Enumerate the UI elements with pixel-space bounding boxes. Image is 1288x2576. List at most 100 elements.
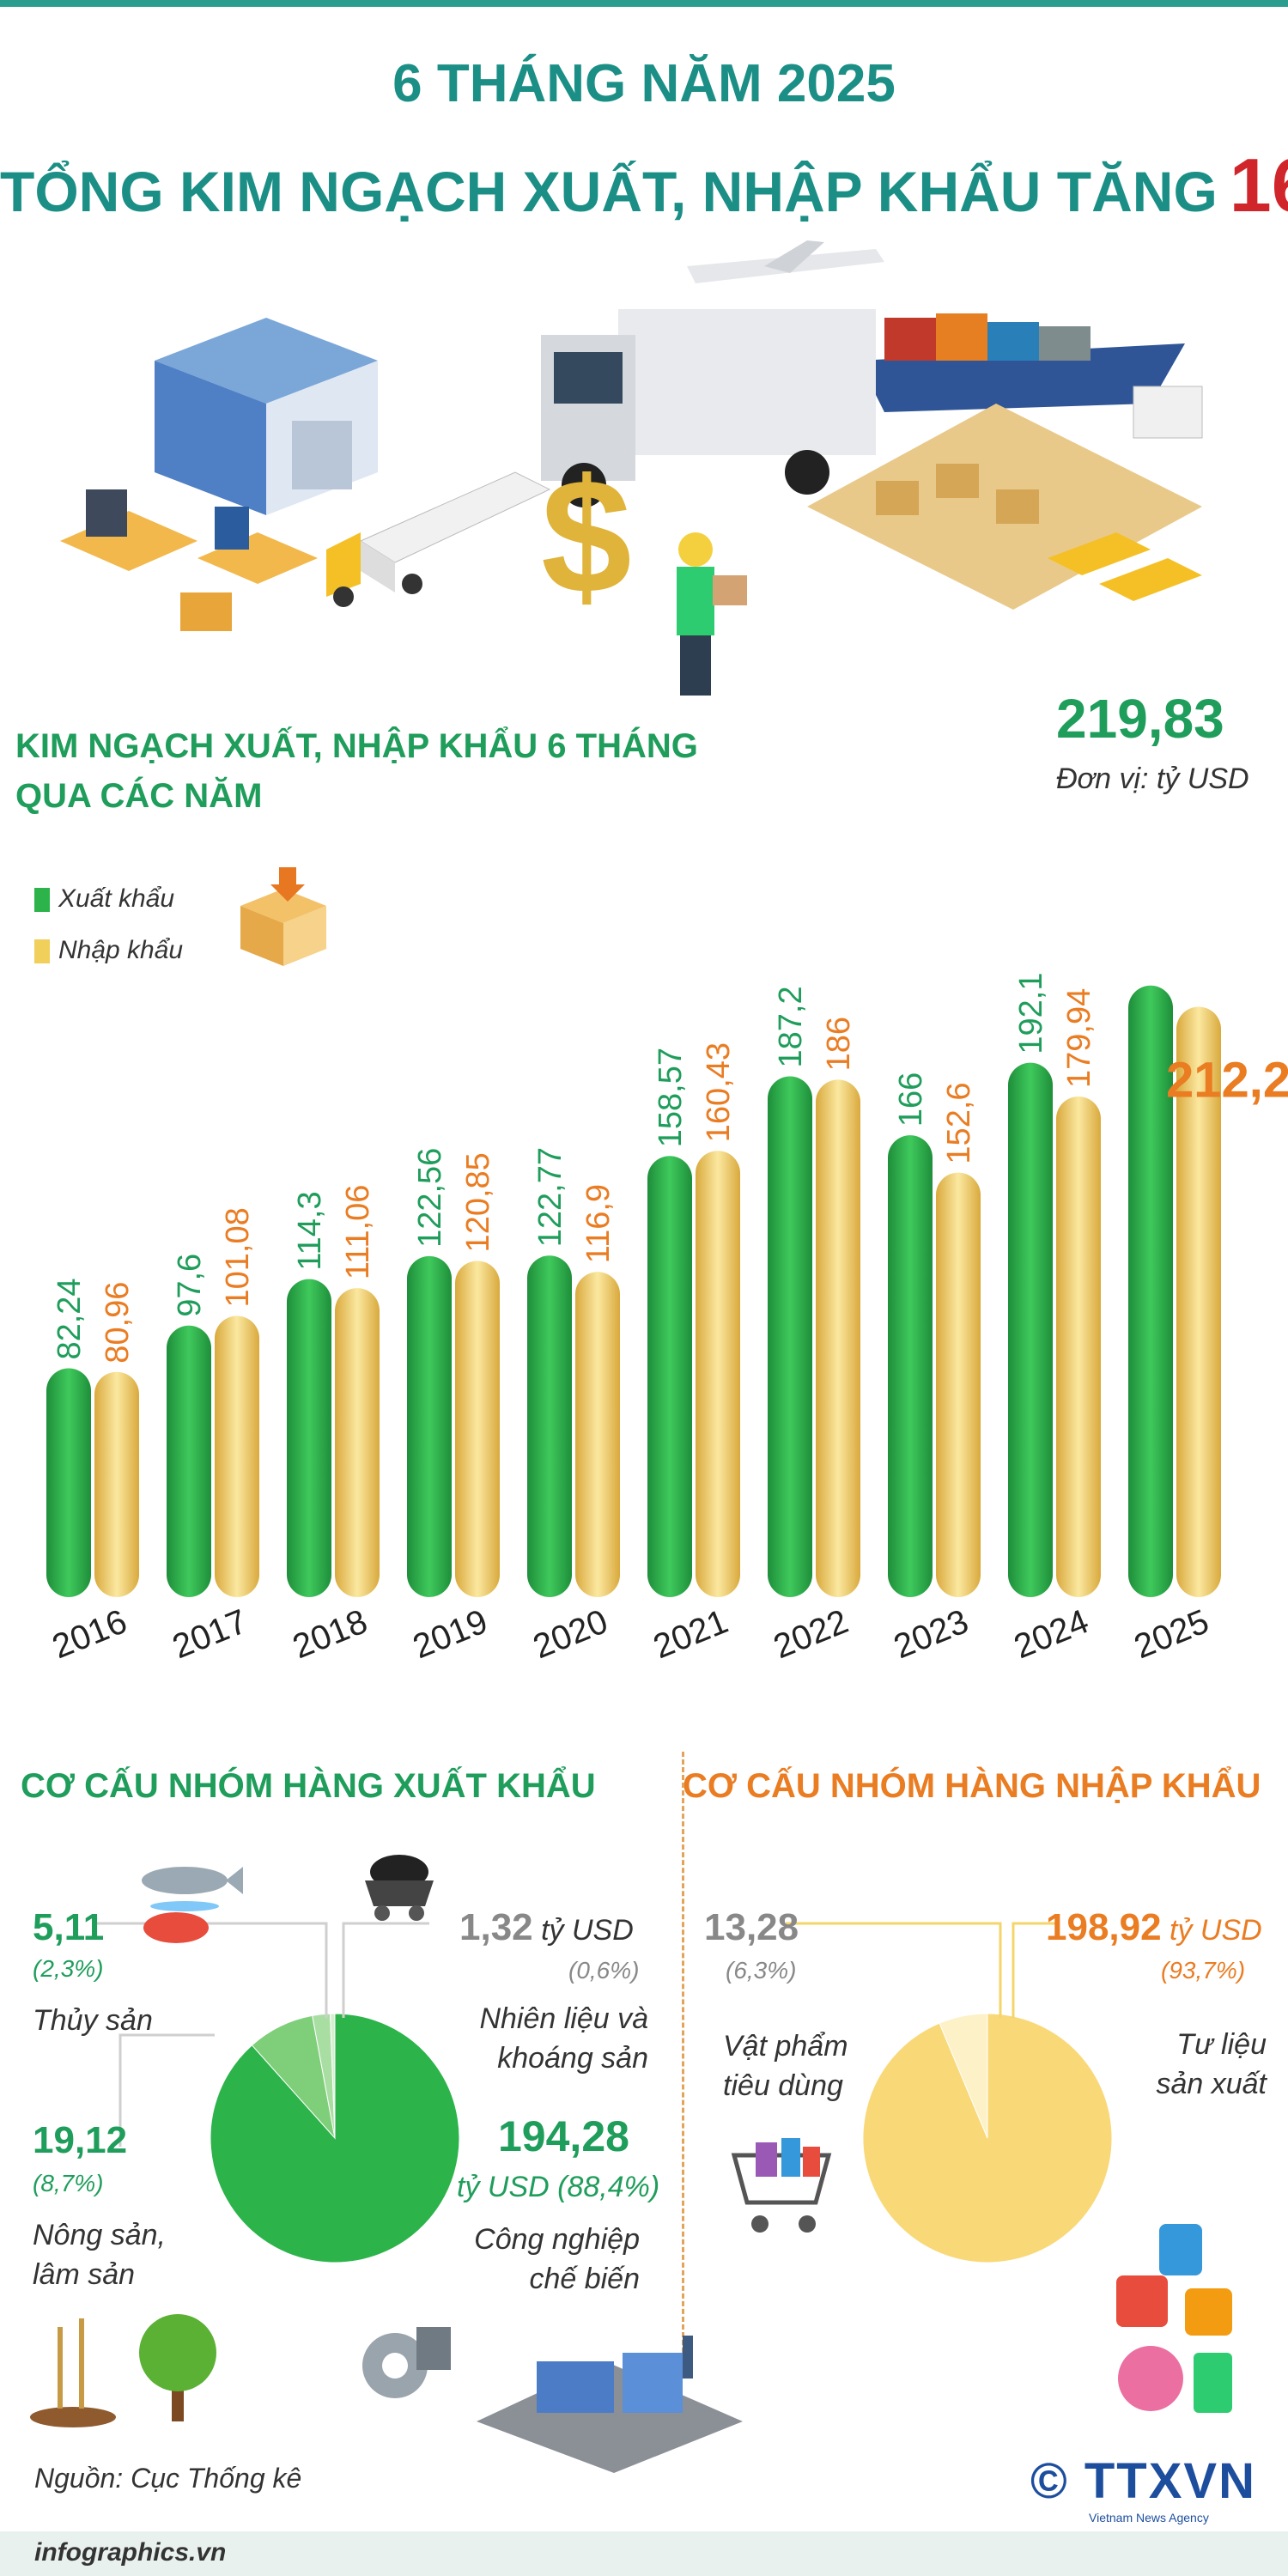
label-import-2017: 101,08 bbox=[220, 1207, 256, 1307]
delivery-truck-small bbox=[326, 471, 551, 607]
legend-import: Nhập khẩu bbox=[34, 936, 183, 965]
x-tick-2022: 2022 bbox=[769, 1602, 854, 1666]
trade-illustration: $ bbox=[60, 240, 1203, 696]
export-agri-value: 19,12 bbox=[33, 2119, 128, 2161]
import-structure-title: CƠ CẤU NHÓM HÀNG NHẬP KHẨU bbox=[683, 1767, 1261, 1805]
bar-export-2018 bbox=[287, 1279, 331, 1597]
export-seafood-value: 5,11 bbox=[33, 1906, 105, 1948]
import-consumer-label-line-2: tiêu dùng bbox=[723, 2069, 843, 2102]
gear-piston-icon bbox=[362, 2327, 451, 2398]
bar-import-2019 bbox=[455, 1261, 500, 1597]
x-tick-2021: 2021 bbox=[648, 1602, 733, 1666]
bar-group-2023 bbox=[888, 1135, 981, 1597]
bar-import-2020 bbox=[575, 1272, 620, 1597]
chart-title-line-2: QUA CÁC NĂM bbox=[15, 777, 263, 815]
label-export-2016: 82,24 bbox=[52, 1278, 88, 1359]
bar-group-2016 bbox=[46, 1368, 139, 1597]
import-production-label-line-2: sản xuất bbox=[1156, 2068, 1267, 2100]
label-import-2023: 152,6 bbox=[941, 1082, 977, 1163]
top-accent-line bbox=[0, 0, 1288, 7]
import-production-label: Tư liệu sản xuất bbox=[1156, 2025, 1267, 2104]
export-seafood-label: Thủy sản bbox=[33, 2004, 153, 2037]
title-text: TỔNG KIM NGẠCH XUẤT, NHẬP KHẨU TĂNG bbox=[0, 160, 1218, 223]
bar-import-2016 bbox=[94, 1371, 139, 1597]
import-production: 198,92 tỷ USD bbox=[1046, 1908, 1262, 1950]
export-fuel: 1,32 tỷ USD bbox=[459, 1908, 634, 1950]
export-agri-share: (8,7%) bbox=[33, 2170, 104, 2196]
label-import-2018: 111,06 bbox=[340, 1185, 376, 1280]
import-production-value: 198,92 bbox=[1046, 1906, 1162, 1948]
x-tick-2024: 2024 bbox=[1009, 1602, 1094, 1666]
import-production-share: (93,7%) bbox=[1161, 1957, 1246, 1984]
growth-highlight: 16,1 bbox=[1229, 143, 1288, 228]
bar-group-2024 bbox=[1008, 1062, 1101, 1597]
dollar-sign-icon: $ bbox=[541, 446, 632, 628]
export-fuel-label-line-2: khoáng sản bbox=[497, 2042, 648, 2075]
footer-site: infographics.vn bbox=[34, 2538, 227, 2567]
title-line-1: 6 THÁNG NĂM 2025 bbox=[392, 54, 896, 113]
label-export-2023: 166 bbox=[893, 1072, 929, 1127]
label-export-2019: 122,56 bbox=[412, 1148, 448, 1248]
legend-export-label: Xuất khẩu bbox=[58, 884, 175, 913]
export-agri-label: Nông sản, lâm sản bbox=[33, 2215, 166, 2294]
import-production-unit: tỷ USD bbox=[1170, 1914, 1262, 1947]
source-note: Nguồn: Cục Thống kê bbox=[34, 2463, 302, 2494]
worker-illustration bbox=[677, 532, 747, 696]
x-tick-2019: 2019 bbox=[408, 1602, 493, 1666]
import-consumer-label-line-1: Vật phẩm bbox=[723, 2030, 848, 2063]
export-industry-label-line-2: chế biến bbox=[529, 2263, 640, 2295]
bar-group-2017 bbox=[167, 1315, 259, 1597]
label-import-2021: 160,43 bbox=[701, 1042, 737, 1142]
fish-shrimp-icon bbox=[142, 1867, 243, 1943]
bar-export-2025 bbox=[1128, 985, 1173, 1597]
import-consumer-share: (6,3%) bbox=[726, 1957, 797, 1984]
import-pie-chart bbox=[862, 2013, 1113, 2263]
slice-fuel bbox=[330, 2013, 336, 2139]
label-import-2022: 186 bbox=[821, 1017, 857, 1071]
x-tick-2018: 2018 bbox=[288, 1602, 373, 1666]
spools-icon bbox=[1116, 2224, 1232, 2413]
export-fuel-value: 1,32 bbox=[459, 1906, 533, 1948]
bar-export-2021 bbox=[647, 1156, 692, 1597]
import-consumer-label: Vật phẩm tiêu dùng bbox=[723, 2026, 848, 2105]
svg-text:$: $ bbox=[541, 446, 632, 628]
legend-export-swatch bbox=[34, 888, 50, 913]
export-pie-chart bbox=[210, 2013, 460, 2263]
export-fuel-label: Nhiên liệu và khoáng sản bbox=[479, 1999, 648, 2078]
large-truck-illustration bbox=[541, 309, 876, 507]
bar-group-2018 bbox=[287, 1279, 380, 1597]
export-agri-label-line-1: Nông sản, bbox=[33, 2219, 166, 2251]
x-tick-2023: 2023 bbox=[889, 1602, 974, 1666]
export-industry-label: Công nghiệp chế biến bbox=[474, 2220, 640, 2299]
x-tick-2020: 2020 bbox=[528, 1602, 613, 1666]
export-fuel-label-line-1: Nhiên liệu và bbox=[479, 2002, 648, 2035]
warehouse-illustration bbox=[60, 318, 378, 631]
chart-unit: Đơn vị: tỷ USD bbox=[1056, 762, 1249, 795]
bar-import-2023 bbox=[936, 1172, 981, 1597]
bar-import-2025 bbox=[1176, 1006, 1221, 1597]
logistics-hub-illustration bbox=[807, 386, 1203, 610]
title-line-2: TỔNG KIM NGẠCH XUẤT, NHẬP KHẨU TĂNG16,1% bbox=[0, 142, 1288, 229]
import-consumer-value: 13,28 bbox=[704, 1906, 799, 1948]
label-import-2025: 212,2 bbox=[1166, 1052, 1288, 1108]
bar-group-2025 bbox=[1128, 985, 1221, 1597]
label-export-2017: 97,6 bbox=[172, 1254, 208, 1317]
bar-export-2016 bbox=[46, 1368, 91, 1597]
open-box-icon bbox=[240, 867, 326, 966]
x-tick-2017: 2017 bbox=[167, 1602, 252, 1666]
x-tick-2016: 2016 bbox=[47, 1602, 132, 1666]
bar-import-2018 bbox=[335, 1288, 380, 1597]
wheat-tree-icon bbox=[30, 2314, 216, 2427]
bar-import-2021 bbox=[696, 1151, 740, 1597]
label-export-2022: 187,2 bbox=[773, 986, 809, 1067]
factory-illustration bbox=[477, 2336, 743, 2473]
export-fuel-share: (0,6%) bbox=[568, 1957, 640, 1984]
label-import-2024: 179,94 bbox=[1061, 988, 1097, 1088]
label-export-2018: 114,3 bbox=[292, 1191, 328, 1270]
ttxvn-logo: © TTXVN bbox=[1030, 2453, 1256, 2509]
export-industry-label-line-1: Công nghiệp bbox=[474, 2223, 640, 2256]
label-export-2021: 158,57 bbox=[653, 1048, 689, 1147]
coal-cart-icon bbox=[365, 1855, 434, 1921]
chart-title-line-1: KIM NGẠCH XUẤT, NHẬP KHẨU 6 THÁNG bbox=[15, 727, 698, 765]
